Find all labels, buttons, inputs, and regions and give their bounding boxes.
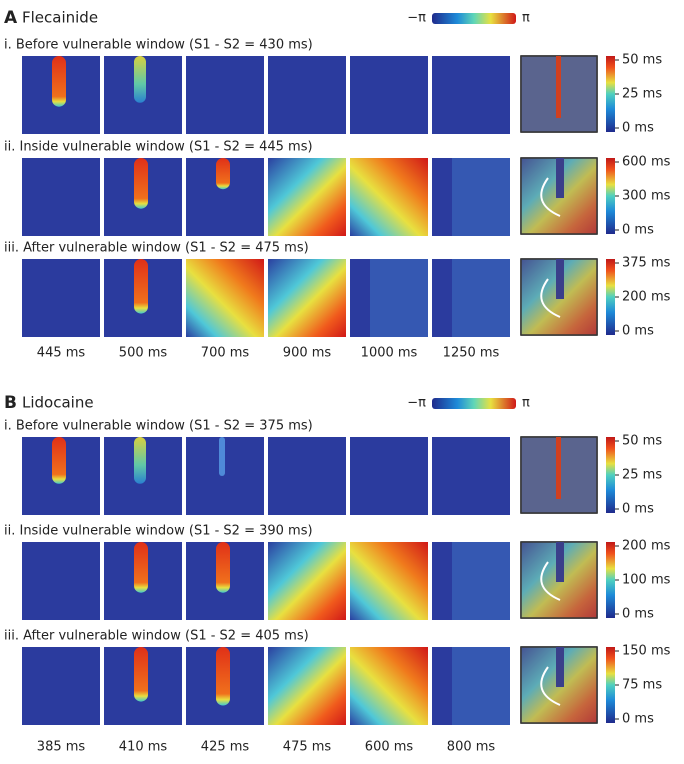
colorbar-tick-label: 600 ms — [622, 155, 671, 170]
time-label: 900 ms — [283, 346, 332, 361]
colorbar-tick-label: 100 ms — [622, 573, 671, 588]
activation — [52, 56, 66, 107]
frame — [186, 56, 264, 134]
drug-name: Lidocaine — [22, 394, 94, 412]
colorbar-tick-label: 50 ms — [622, 434, 662, 449]
colorbar-tick-label: 0 ms — [622, 324, 654, 339]
colorbar-tick-label: 25 ms — [622, 468, 662, 483]
colorbar — [606, 542, 615, 618]
time-label: 1250 ms — [443, 346, 500, 361]
phase-colorbar — [432, 13, 516, 24]
activation — [216, 647, 230, 706]
activation — [134, 158, 148, 209]
colorbar-tick-label: 300 ms — [622, 189, 671, 204]
map-line — [556, 158, 564, 198]
colorbar — [606, 647, 615, 723]
frame — [22, 158, 100, 236]
colorbar-tick-label: 0 ms — [622, 712, 654, 727]
phase-min: −π — [407, 11, 426, 26]
frame — [350, 437, 428, 515]
phase-min: −π — [407, 396, 426, 411]
time-label: 385 ms — [37, 740, 86, 755]
wave — [350, 158, 428, 236]
frame — [268, 437, 346, 515]
colorbar-tick-label: 25 ms — [622, 87, 662, 102]
row-title: iii. After vulnerable window (S1 - S2 = … — [4, 629, 309, 644]
frame — [268, 56, 346, 134]
row-title: i. Before vulnerable window (S1 - S2 = 3… — [4, 419, 313, 434]
colorbar-tick-label: 0 ms — [622, 502, 654, 517]
wave — [268, 259, 346, 337]
time-label: 1000 ms — [361, 346, 418, 361]
map-line — [556, 259, 564, 299]
colorbar-tick-label: 0 ms — [622, 121, 654, 136]
colorbar — [606, 56, 615, 132]
wave — [452, 259, 510, 337]
wave — [186, 259, 264, 337]
wave — [452, 542, 510, 620]
wave — [452, 158, 510, 236]
panel-label: B — [4, 393, 17, 413]
drug-name: Flecainide — [22, 9, 98, 27]
time-label: 445 ms — [37, 346, 86, 361]
map-line — [556, 542, 564, 582]
map-line — [556, 56, 561, 118]
colorbar-tick-label: 0 ms — [622, 223, 654, 238]
wave — [350, 542, 428, 620]
row-title: iii. After vulnerable window (S1 - S2 = … — [4, 241, 309, 256]
row-title: ii. Inside vulnerable window (S1 - S2 = … — [4, 140, 313, 155]
colorbar-tick-label: 200 ms — [622, 539, 671, 554]
colorbar — [606, 259, 615, 335]
activation — [52, 437, 66, 484]
activation — [134, 437, 146, 484]
colorbar — [606, 437, 615, 513]
time-label: 700 ms — [201, 346, 250, 361]
frame — [22, 542, 100, 620]
colorbar-tick-label: 0 ms — [622, 607, 654, 622]
frame — [22, 259, 100, 337]
panel: B Lidocaine −π π i. Before vulnerable window… — [4, 393, 671, 755]
time-label: 600 ms — [365, 740, 414, 755]
activation — [134, 56, 146, 103]
colorbar-tick-label: 375 ms — [622, 256, 671, 271]
frame — [432, 437, 510, 515]
wave — [268, 542, 346, 620]
colorbar-tick-label: 200 ms — [622, 290, 671, 305]
time-label: 475 ms — [283, 740, 332, 755]
time-label: 425 ms — [201, 740, 250, 755]
phase-max: π — [522, 11, 530, 26]
colorbar — [606, 158, 615, 234]
map-line — [556, 647, 564, 687]
wave — [370, 259, 428, 337]
map-line — [556, 437, 561, 499]
activation — [216, 158, 230, 189]
figure: AFlecainide −π π i. Before vulnerable windo… — [0, 0, 684, 764]
frame — [432, 56, 510, 134]
time-label: 500 ms — [119, 346, 168, 361]
activation — [134, 542, 148, 593]
frame — [22, 647, 100, 725]
colorbar-tick-label: 150 ms — [622, 644, 671, 659]
activation — [216, 542, 230, 593]
colorbar-tick-label: 75 ms — [622, 678, 662, 693]
wave — [350, 647, 428, 725]
activation — [134, 259, 148, 314]
time-label: 800 ms — [447, 740, 496, 755]
time-label: 410 ms — [119, 740, 168, 755]
activation — [134, 647, 148, 702]
wave — [452, 647, 510, 725]
frame — [350, 56, 428, 134]
phase-max: π — [522, 396, 530, 411]
wave — [268, 158, 346, 236]
wave — [268, 647, 346, 725]
phase-colorbar — [432, 398, 516, 409]
row-title: i. Before vulnerable window (S1 - S2 = 4… — [4, 38, 313, 53]
colorbar-tick-label: 50 ms — [622, 53, 662, 68]
activation — [219, 437, 225, 476]
panel-label: A — [4, 8, 18, 28]
row-title: ii. Inside vulnerable window (S1 - S2 = … — [4, 524, 313, 539]
